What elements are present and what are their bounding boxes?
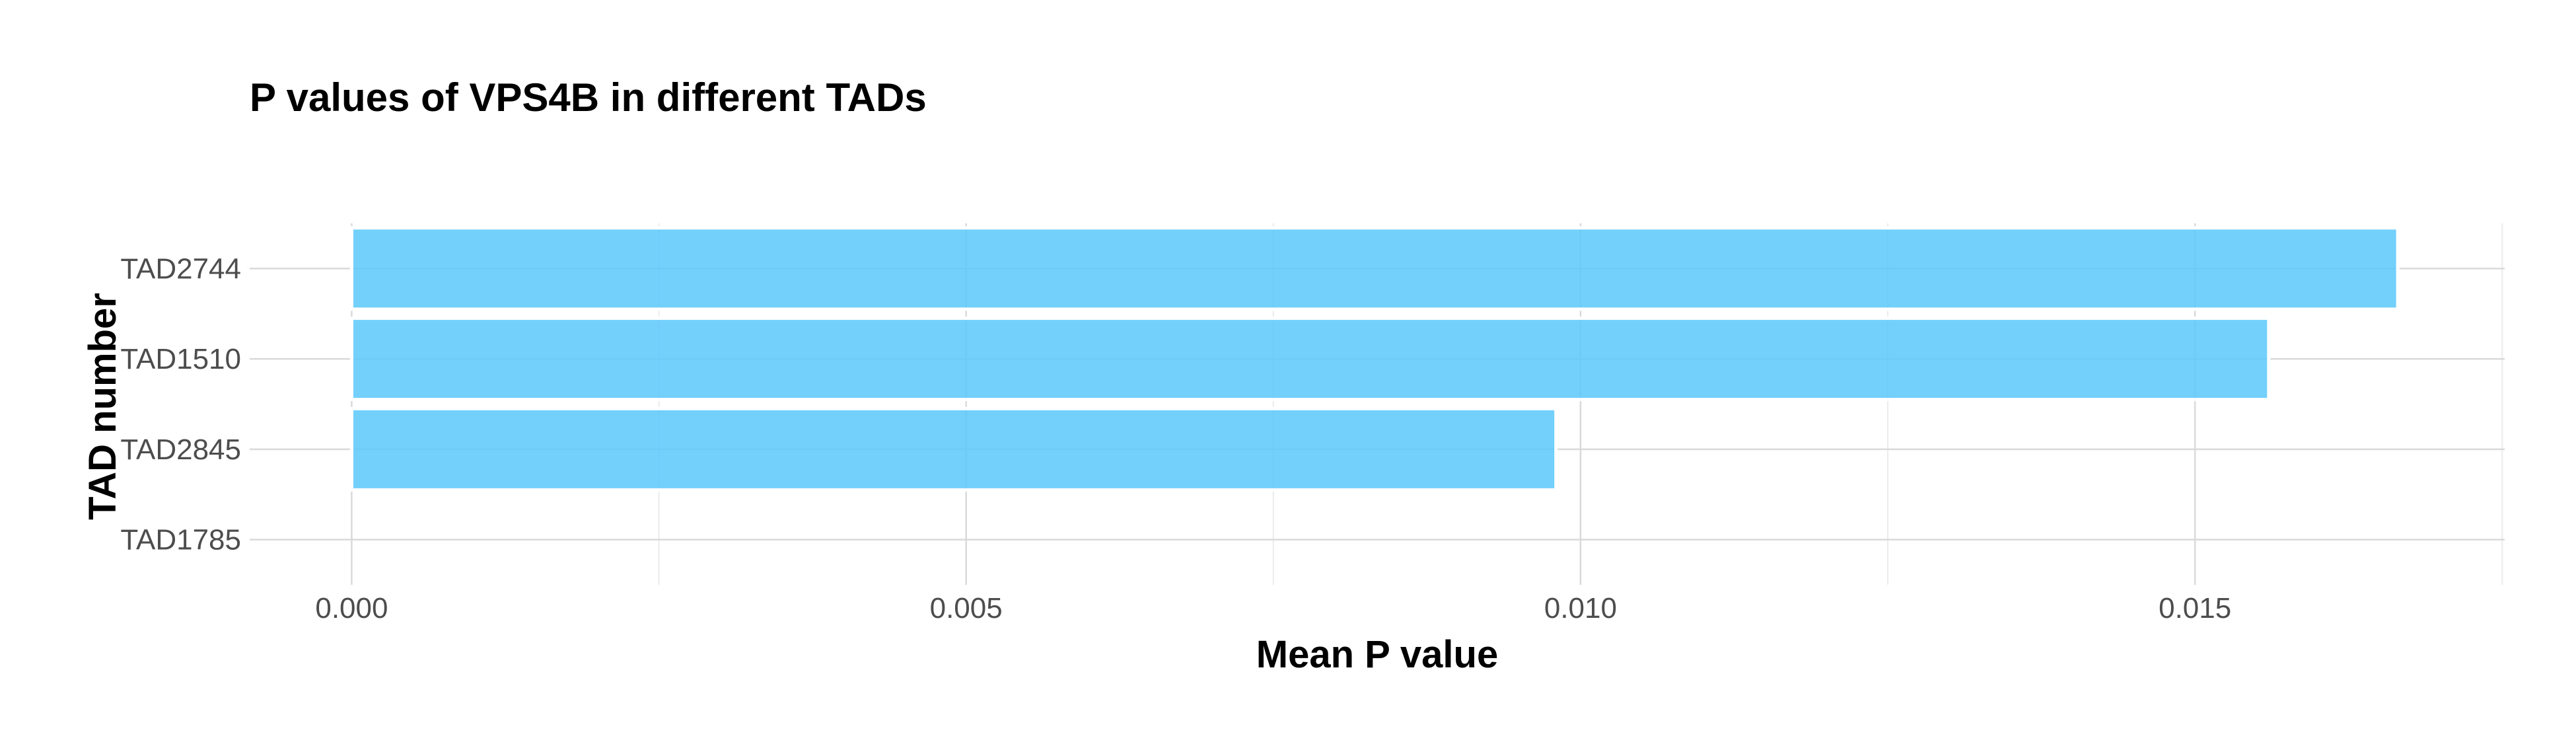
x-axis-title: Mean P value	[1256, 633, 1498, 676]
chart-title: P values of VPS4B in different TADs	[250, 75, 927, 120]
y-tick-label: TAD2744	[120, 252, 241, 285]
bar-tad1510	[349, 317, 2271, 402]
x-tick-label: 0.010	[1544, 592, 1617, 624]
bar-tad2744	[349, 226, 2400, 311]
x-tick-label: 0.005	[930, 592, 1003, 624]
tick-layer: TAD2744 TAD1510 TAD2845 TAD1785 0.000 0.005 0.…	[120, 252, 2231, 624]
bar-layer	[349, 226, 2400, 492]
y-tick-label: TAD2845	[120, 433, 241, 466]
x-tick-label: 0.015	[2159, 592, 2231, 624]
y-tick-label: TAD1785	[120, 524, 241, 556]
x-tick-label: 0.000	[315, 592, 388, 624]
y-tick-label: TAD1510	[120, 343, 241, 375]
y-axis-title: TAD number	[81, 293, 124, 520]
bar-tad2845	[349, 406, 1558, 492]
